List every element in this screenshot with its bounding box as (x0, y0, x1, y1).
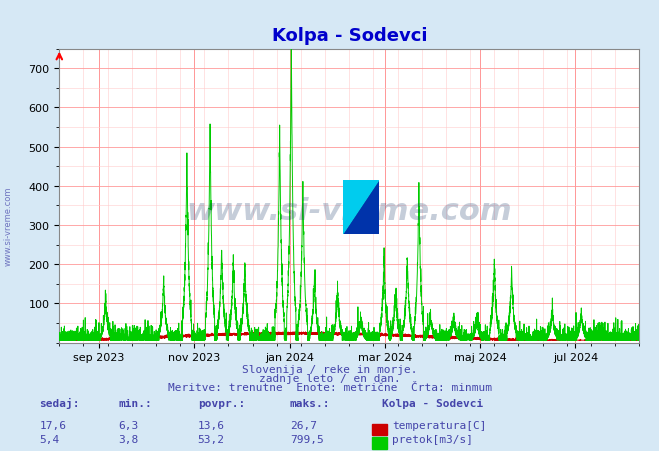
Text: temperatura[C]: temperatura[C] (392, 420, 486, 430)
Text: maks.:: maks.: (290, 398, 330, 408)
Text: povpr.:: povpr.: (198, 398, 245, 408)
Text: zadnje leto / en dan.: zadnje leto / en dan. (258, 373, 401, 383)
Text: min.:: min.: (119, 398, 152, 408)
Text: www.si-vreme.com: www.si-vreme.com (3, 186, 13, 265)
Text: 53,2: 53,2 (198, 434, 225, 444)
Text: 13,6: 13,6 (198, 420, 225, 430)
Text: www.si-vreme.com: www.si-vreme.com (186, 196, 512, 226)
Text: 26,7: 26,7 (290, 420, 317, 430)
Polygon shape (343, 180, 379, 235)
Text: 5,4: 5,4 (40, 434, 60, 444)
Text: Slovenija / reke in morje.: Slovenija / reke in morje. (242, 364, 417, 374)
Text: pretok[m3/s]: pretok[m3/s] (392, 434, 473, 444)
Text: Kolpa - Sodevci: Kolpa - Sodevci (382, 398, 484, 408)
Text: 3,8: 3,8 (119, 434, 139, 444)
Text: 799,5: 799,5 (290, 434, 324, 444)
Text: sedaj:: sedaj: (40, 397, 80, 408)
Polygon shape (343, 180, 379, 235)
Title: Kolpa - Sodevci: Kolpa - Sodevci (272, 28, 427, 45)
Polygon shape (343, 180, 379, 235)
Text: 6,3: 6,3 (119, 420, 139, 430)
Text: Meritve: trenutne  Enote: metrične  Črta: minmum: Meritve: trenutne Enote: metrične Črta: … (167, 382, 492, 392)
Text: 17,6: 17,6 (40, 420, 67, 430)
